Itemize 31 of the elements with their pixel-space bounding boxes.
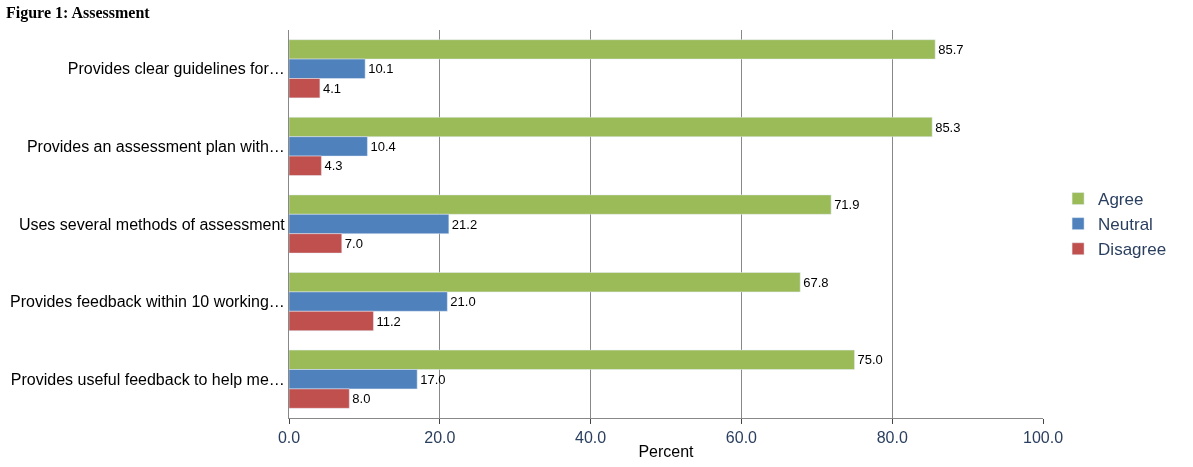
data-label: 17.0	[420, 371, 446, 387]
x-tick-label: 0.0	[277, 429, 301, 447]
data-label: 21.2	[451, 216, 478, 232]
text: Figure 1: Assessment	[5, 4, 151, 23]
data-label: 7.0	[344, 235, 363, 251]
legend-label: Disagree	[1098, 240, 1167, 260]
y-tick-label: Provides useful feedback to help me…	[10, 370, 285, 388]
data-label: 10.1	[368, 61, 394, 77]
data-label: 67.8	[803, 274, 829, 290]
data-label: 4.3	[324, 158, 343, 174]
data-label: 21.0	[450, 294, 476, 310]
x-tick-label: 20.0	[424, 429, 456, 447]
data-label: 8.0	[352, 391, 371, 407]
data-label: 75.0	[857, 352, 883, 368]
data-label: 4.1	[322, 80, 341, 96]
x-tick-label: 40.0	[575, 429, 607, 447]
data-label: 71.9	[834, 197, 860, 213]
y-tick-label: Uses several methods of assessment	[18, 215, 286, 233]
legend-label: Agree	[1098, 190, 1144, 210]
legend-label: Neutral	[1098, 215, 1153, 235]
y-tick-label: Provides clear guidelines for…	[67, 60, 285, 78]
y-tick-label: Provides feedback within 10 working…	[9, 293, 285, 311]
x-tick-label: 100.0	[1022, 429, 1064, 447]
y-tick-label: Provides an assessment plan with…	[26, 138, 285, 155]
data-label: 85.7	[938, 41, 964, 57]
x-tick-label: 60.0	[725, 429, 758, 447]
x-axis-title: Percent	[638, 442, 695, 460]
data-label: 10.4	[370, 138, 396, 154]
data-label: 11.2	[376, 313, 401, 329]
x-tick-label: 80.0	[876, 429, 908, 447]
data-label: 85.3	[935, 119, 961, 135]
